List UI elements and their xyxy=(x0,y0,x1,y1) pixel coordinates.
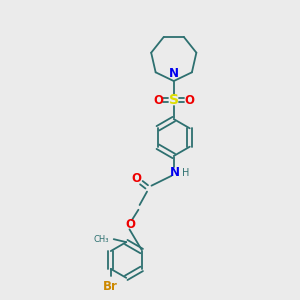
Text: CH₃: CH₃ xyxy=(94,235,109,244)
Text: O: O xyxy=(131,172,141,185)
Text: H: H xyxy=(182,169,190,178)
Text: O: O xyxy=(153,94,163,107)
Text: O: O xyxy=(126,218,136,231)
Text: S: S xyxy=(169,93,179,107)
Text: Br: Br xyxy=(103,280,118,293)
Text: O: O xyxy=(184,94,194,107)
Text: N: N xyxy=(170,166,180,179)
Text: N: N xyxy=(169,67,179,80)
